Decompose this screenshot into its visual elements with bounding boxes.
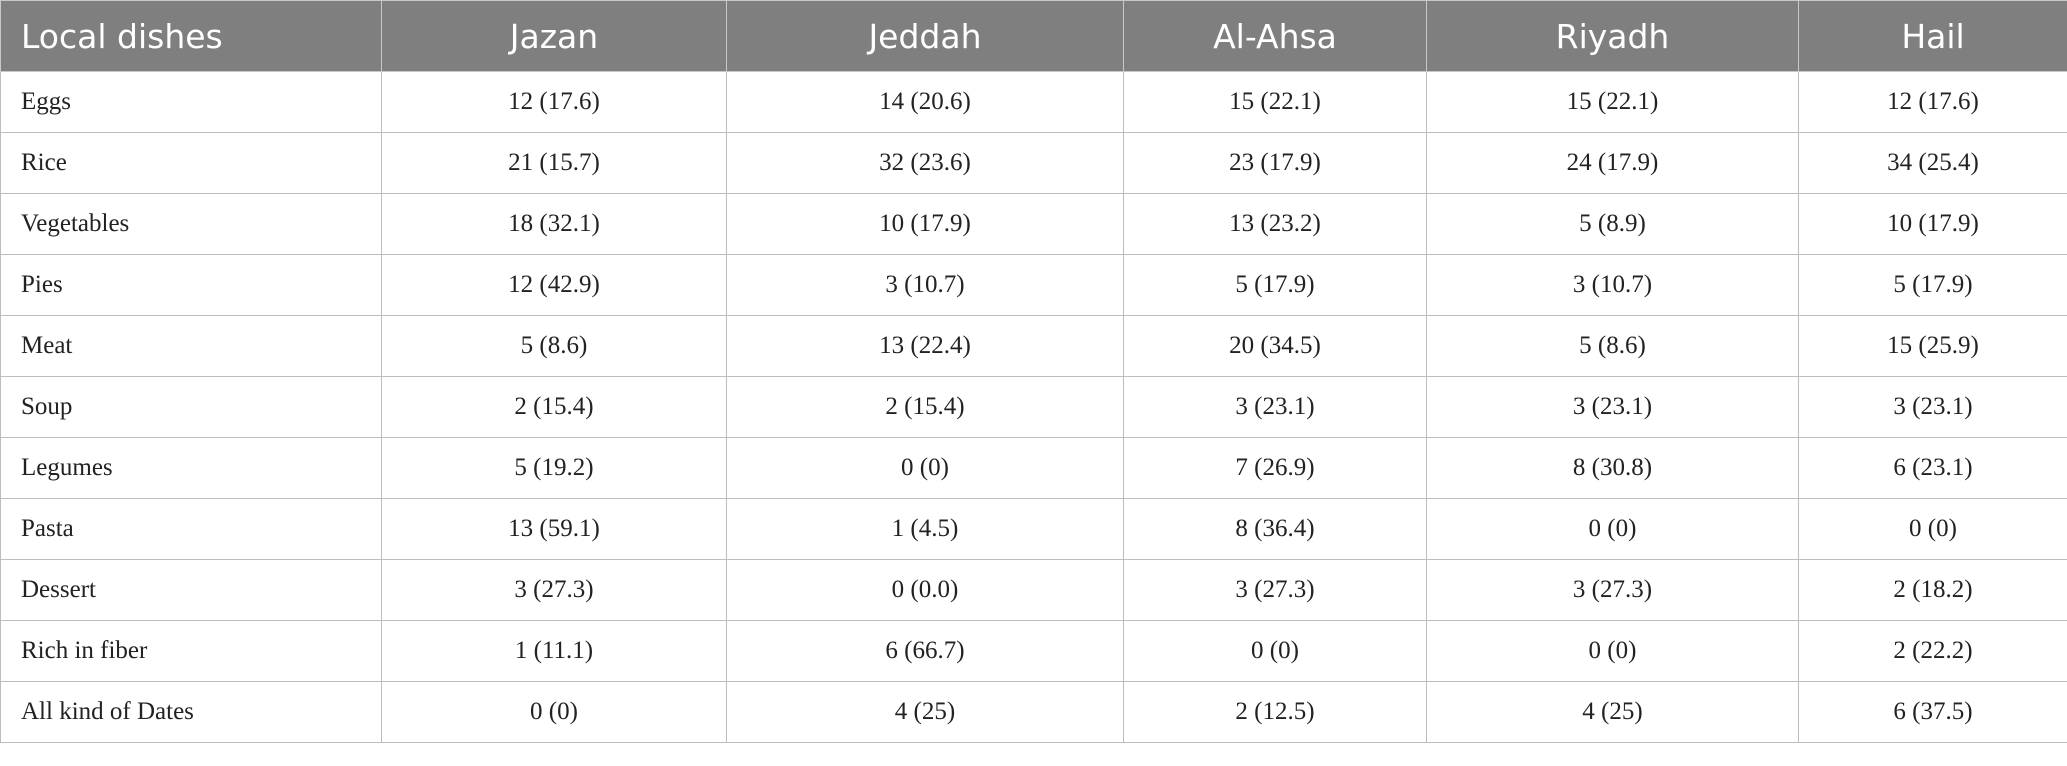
table-cell: 4 (25) [726, 681, 1124, 743]
table-header: Local dishes Jazan Jeddah Al-Ahsa Riyadh Hail [0, 0, 2067, 72]
table-cell: 20 (34.5) [1123, 315, 1427, 377]
row-label: Pasta [0, 498, 382, 560]
table-cell: 3 (10.7) [1426, 254, 1799, 316]
table-row: Vegetables 18 (32.1) 10 (17.9) 13 (23.2) 5 (… [0, 193, 2067, 255]
table-cell: 2 (18.2) [1798, 559, 2067, 621]
row-label: Pies [0, 254, 382, 316]
table-cell: 15 (22.1) [1123, 71, 1427, 133]
table-cell: 7 (26.9) [1123, 437, 1427, 499]
table-row: Pies 12 (42.9) 3 (10.7) 5 (17.9) 3 (10.7) 5 (… [0, 254, 2067, 316]
table-row: Legumes 5 (19.2) 0 (0) 7 (26.9) 8 (30.8) 6 (2… [0, 437, 2067, 499]
table-cell: 3 (27.3) [1426, 559, 1799, 621]
row-label: Soup [0, 376, 382, 438]
table-cell: 2 (22.2) [1798, 620, 2067, 682]
table-cell: 18 (32.1) [381, 193, 727, 255]
table-cell: 6 (66.7) [726, 620, 1124, 682]
row-label: All kind of Dates [0, 681, 382, 743]
table-cell: 13 (23.2) [1123, 193, 1427, 255]
table-cell: 0 (0) [1798, 498, 2067, 560]
table-cell: 12 (17.6) [381, 71, 727, 133]
table-cell: 5 (8.9) [1426, 193, 1799, 255]
table-cell: 2 (15.4) [381, 376, 727, 438]
table-cell: 5 (8.6) [381, 315, 727, 377]
header-cell: Riyadh [1426, 0, 1799, 72]
table-cell: 3 (10.7) [726, 254, 1124, 316]
table-cell: 32 (23.6) [726, 132, 1124, 194]
header-cell: Al-Ahsa [1123, 0, 1427, 72]
table-cell: 3 (23.1) [1426, 376, 1799, 438]
table-row: Rice 21 (15.7) 32 (23.6) 23 (17.9) 24 (17.9)… [0, 132, 2067, 194]
table-cell: 5 (17.9) [1123, 254, 1427, 316]
header-cell: Hail [1798, 0, 2067, 72]
table-cell: 4 (25) [1426, 681, 1799, 743]
row-label: Legumes [0, 437, 382, 499]
table-cell: 5 (8.6) [1426, 315, 1799, 377]
table-cell: 34 (25.4) [1798, 132, 2067, 194]
header-cell: Local dishes [0, 0, 382, 72]
table-cell: 0 (0) [1123, 620, 1427, 682]
header-cell: Jeddah [726, 0, 1124, 72]
table-row: All kind of Dates 0 (0) 4 (25) 2 (12.5) 4 (2… [0, 681, 2067, 743]
table-cell: 5 (19.2) [381, 437, 727, 499]
header-cell: Jazan [381, 0, 727, 72]
table-cell: 15 (22.1) [1426, 71, 1799, 133]
row-label: Rice [0, 132, 382, 194]
table-cell: 12 (17.6) [1798, 71, 2067, 133]
table-cell: 2 (15.4) [726, 376, 1124, 438]
data-table: Local dishes Jazan Jeddah Al-Ahsa Riyadh Hail… [0, 0, 2067, 743]
table-cell: 13 (59.1) [381, 498, 727, 560]
table-cell: 12 (42.9) [381, 254, 727, 316]
row-label: Eggs [0, 71, 382, 133]
table-row: Soup 2 (15.4) 2 (15.4) 3 (23.1) 3 (23.1) 3 (2… [0, 376, 2067, 438]
row-label: Dessert [0, 559, 382, 621]
table-cell: 24 (17.9) [1426, 132, 1799, 194]
table-cell: 15 (25.9) [1798, 315, 2067, 377]
table-cell: 0 (0) [726, 437, 1124, 499]
row-label: Meat [0, 315, 382, 377]
table-row: Dessert 3 (27.3) 0 (0.0) 3 (27.3) 3 (27.3) 2 … [0, 559, 2067, 621]
header-row: Local dishes Jazan Jeddah Al-Ahsa Riyadh Hail [0, 0, 2067, 72]
table-cell: 13 (22.4) [726, 315, 1124, 377]
table-cell: 0 (0.0) [726, 559, 1124, 621]
table-cell: 3 (23.1) [1123, 376, 1427, 438]
table-cell: 6 (37.5) [1798, 681, 2067, 743]
table-cell: 0 (0) [381, 681, 727, 743]
table-cell: 1 (11.1) [381, 620, 727, 682]
table-cell: 5 (17.9) [1798, 254, 2067, 316]
table-cell: 8 (36.4) [1123, 498, 1427, 560]
table-cell: 6 (23.1) [1798, 437, 2067, 499]
table-cell: 3 (23.1) [1798, 376, 2067, 438]
table-cell: 23 (17.9) [1123, 132, 1427, 194]
table-row: Pasta 13 (59.1) 1 (4.5) 8 (36.4) 0 (0) 0 (0) [0, 498, 2067, 560]
table-row: Meat 5 (8.6) 13 (22.4) 20 (34.5) 5 (8.6) 15 (… [0, 315, 2067, 377]
table-cell: 3 (27.3) [381, 559, 727, 621]
table-cell: 14 (20.6) [726, 71, 1124, 133]
table-cell: 8 (30.8) [1426, 437, 1799, 499]
table-cell: 21 (15.7) [381, 132, 727, 194]
table-cell: 3 (27.3) [1123, 559, 1427, 621]
table-cell: 10 (17.9) [1798, 193, 2067, 255]
table-body: Eggs 12 (17.6) 14 (20.6) 15 (22.1) 15 (22.1)… [0, 71, 2067, 743]
table-cell: 0 (0) [1426, 620, 1799, 682]
row-label: Vegetables [0, 193, 382, 255]
table-cell: 1 (4.5) [726, 498, 1124, 560]
table-row: Eggs 12 (17.6) 14 (20.6) 15 (22.1) 15 (22.1)… [0, 71, 2067, 133]
table-row: Rich in fiber 1 (11.1) 6 (66.7) 0 (0) 0 (0) 2… [0, 620, 2067, 682]
table-cell: 10 (17.9) [726, 193, 1124, 255]
row-label: Rich in fiber [0, 620, 382, 682]
table-cell: 2 (12.5) [1123, 681, 1427, 743]
table-cell: 0 (0) [1426, 498, 1799, 560]
